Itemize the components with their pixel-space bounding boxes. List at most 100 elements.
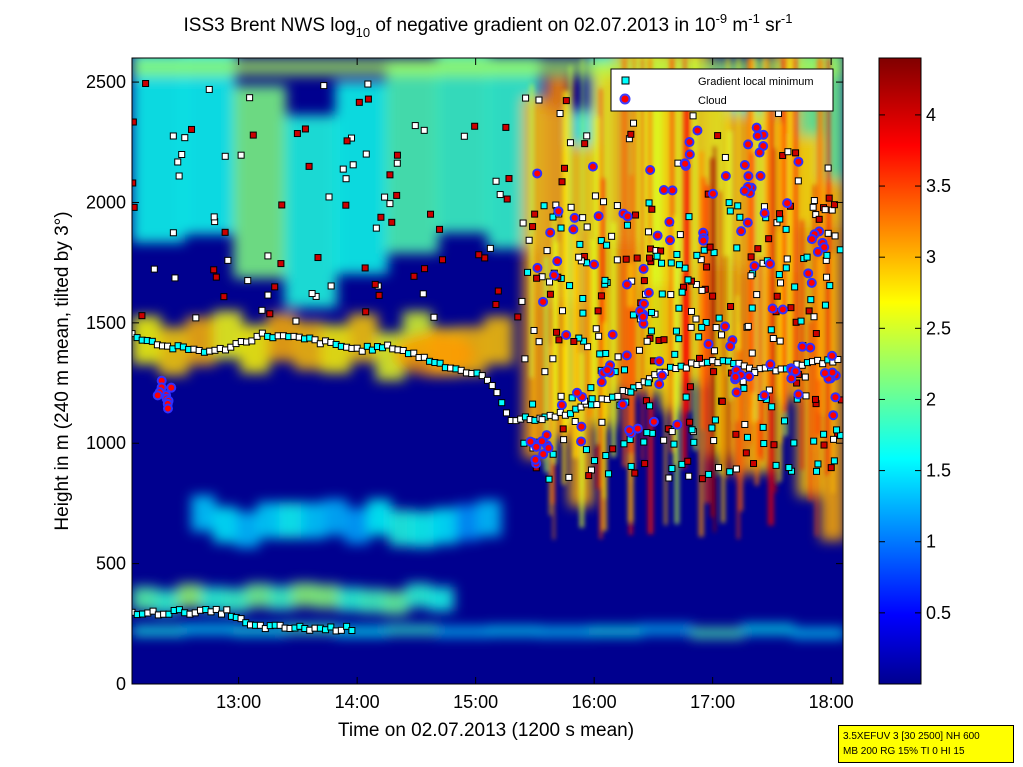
gradient-minimum-marker — [533, 274, 541, 282]
gradient-minimum-marker — [519, 219, 527, 227]
gradient-minimum-marker — [210, 213, 218, 221]
gradient-minimum-marker — [668, 465, 676, 473]
gradient-minimum-marker — [830, 457, 838, 465]
gradient-minimum-marker — [744, 322, 752, 330]
gradient-minimum-marker — [598, 418, 606, 426]
gradient-minimum-marker — [824, 164, 832, 172]
heatmap-streaks — [529, 58, 835, 540]
gradient-minimum-marker — [562, 97, 570, 105]
cloud-marker — [652, 230, 663, 241]
gradient-minimum-marker — [785, 464, 793, 472]
gradient-minimum-marker — [558, 307, 566, 315]
gradient-minimum-marker — [790, 439, 798, 447]
gradient-minimum-marker — [492, 300, 500, 308]
gradient-minimum-marker — [776, 210, 784, 218]
gradient-minimum-marker — [368, 346, 376, 354]
gradient-minimum-marker — [436, 359, 444, 367]
cloud-marker — [759, 208, 770, 219]
gradient-minimum-marker — [783, 255, 791, 263]
heatmap-streak — [788, 58, 792, 374]
heatmap-streak — [670, 58, 674, 453]
heatmap-streak — [684, 94, 691, 412]
gradient-minimum-marker — [178, 150, 186, 158]
gradient-minimum-marker — [525, 236, 533, 244]
gradient-minimum-marker — [535, 96, 543, 104]
cloud-marker — [672, 419, 683, 430]
gradient-minimum-marker — [646, 402, 654, 410]
gradient-minimum-marker — [765, 386, 773, 394]
gradient-minimum-marker — [132, 118, 137, 126]
gradient-minimum-marker — [740, 384, 748, 392]
gradient-minimum-marker — [410, 349, 418, 357]
gradient-minimum-marker — [393, 191, 401, 199]
gradient-minimum-marker — [481, 254, 489, 262]
gradient-minimum-marker — [471, 122, 479, 130]
gradient-minimum-marker — [685, 213, 693, 221]
gradient-minimum-marker — [772, 461, 780, 469]
gradient-minimum-marker — [502, 409, 510, 417]
gradient-minimum-marker — [603, 241, 611, 249]
gradient-minimum-marker — [614, 392, 622, 400]
heatmap-streak — [759, 256, 763, 462]
gradient-minimum-marker — [781, 417, 789, 425]
cloud-marker — [812, 246, 823, 257]
gradient-minimum-marker — [782, 225, 790, 233]
gradient-minimum-marker — [697, 256, 705, 264]
gradient-minimum-marker — [541, 368, 549, 376]
gradient-minimum-marker — [714, 132, 722, 140]
gradient-minimum-marker — [698, 323, 706, 331]
gradient-minimum-marker — [524, 268, 532, 276]
heatmap-streak — [761, 58, 764, 394]
gradient-minimum-marker — [498, 399, 506, 407]
gradient-minimum-marker — [342, 201, 350, 209]
heatmap-streak — [590, 239, 597, 405]
heatmap-cell — [246, 583, 272, 608]
cloud-marker — [602, 365, 613, 376]
gradient-minimum-marker — [702, 318, 710, 326]
gradient-minimum-marker — [727, 302, 735, 310]
y-axis: 0 500 1000 1500 2000 2500 — [86, 72, 843, 694]
gradient-minimum-marker — [689, 112, 697, 120]
cloud-marker — [749, 261, 760, 272]
gradient-minimum-marker — [343, 137, 351, 145]
gradient-minimum-marker — [733, 244, 741, 252]
gradient-minimum-marker — [566, 282, 574, 290]
gradient-minimum-marker — [813, 467, 821, 475]
gradient-minimum-marker — [521, 355, 529, 363]
cloud-marker — [755, 170, 766, 181]
gradient-minimum-marker — [695, 333, 703, 341]
heatmap-cell — [235, 511, 260, 548]
cloud-marker — [819, 368, 830, 379]
gradient-minimum-marker — [486, 244, 494, 252]
heatmap-streak — [814, 246, 817, 451]
gradient-minimum-marker — [721, 153, 729, 161]
cloud-marker — [166, 382, 177, 393]
heatmap-cell — [639, 624, 693, 635]
heatmap-cell — [792, 628, 843, 639]
gradient-minimum-marker — [205, 85, 213, 93]
colorbar — [878, 57, 922, 685]
cloud-marker — [643, 287, 654, 298]
legend-label-cloud: Cloud — [698, 95, 727, 107]
gradient-minimum-marker — [675, 304, 683, 312]
gradient-minimum-marker — [668, 428, 676, 436]
gradient-minimum-marker — [810, 313, 818, 321]
cloud-marker — [553, 206, 564, 217]
gradient-minimum-marker — [754, 245, 762, 253]
cloud-marker — [632, 423, 643, 434]
heatmap-streak — [739, 323, 743, 512]
heatmap-cell — [360, 588, 386, 614]
gradient-minimum-marker — [794, 177, 802, 185]
cloud-marker — [576, 436, 587, 447]
heatmap-streak — [713, 146, 716, 533]
gradient-minimum-marker — [826, 282, 834, 290]
gradient-minimum-marker — [169, 132, 177, 140]
gradient-minimum-marker — [830, 435, 838, 443]
heatmap-cell — [589, 626, 642, 637]
cloud-marker — [830, 392, 841, 403]
heatmap-cell — [406, 583, 432, 608]
gradient-minimum-marker — [644, 228, 652, 236]
gradient-minimum-marker — [430, 313, 438, 321]
cloud-marker — [568, 224, 579, 235]
gradient-minimum-marker — [566, 139, 574, 147]
